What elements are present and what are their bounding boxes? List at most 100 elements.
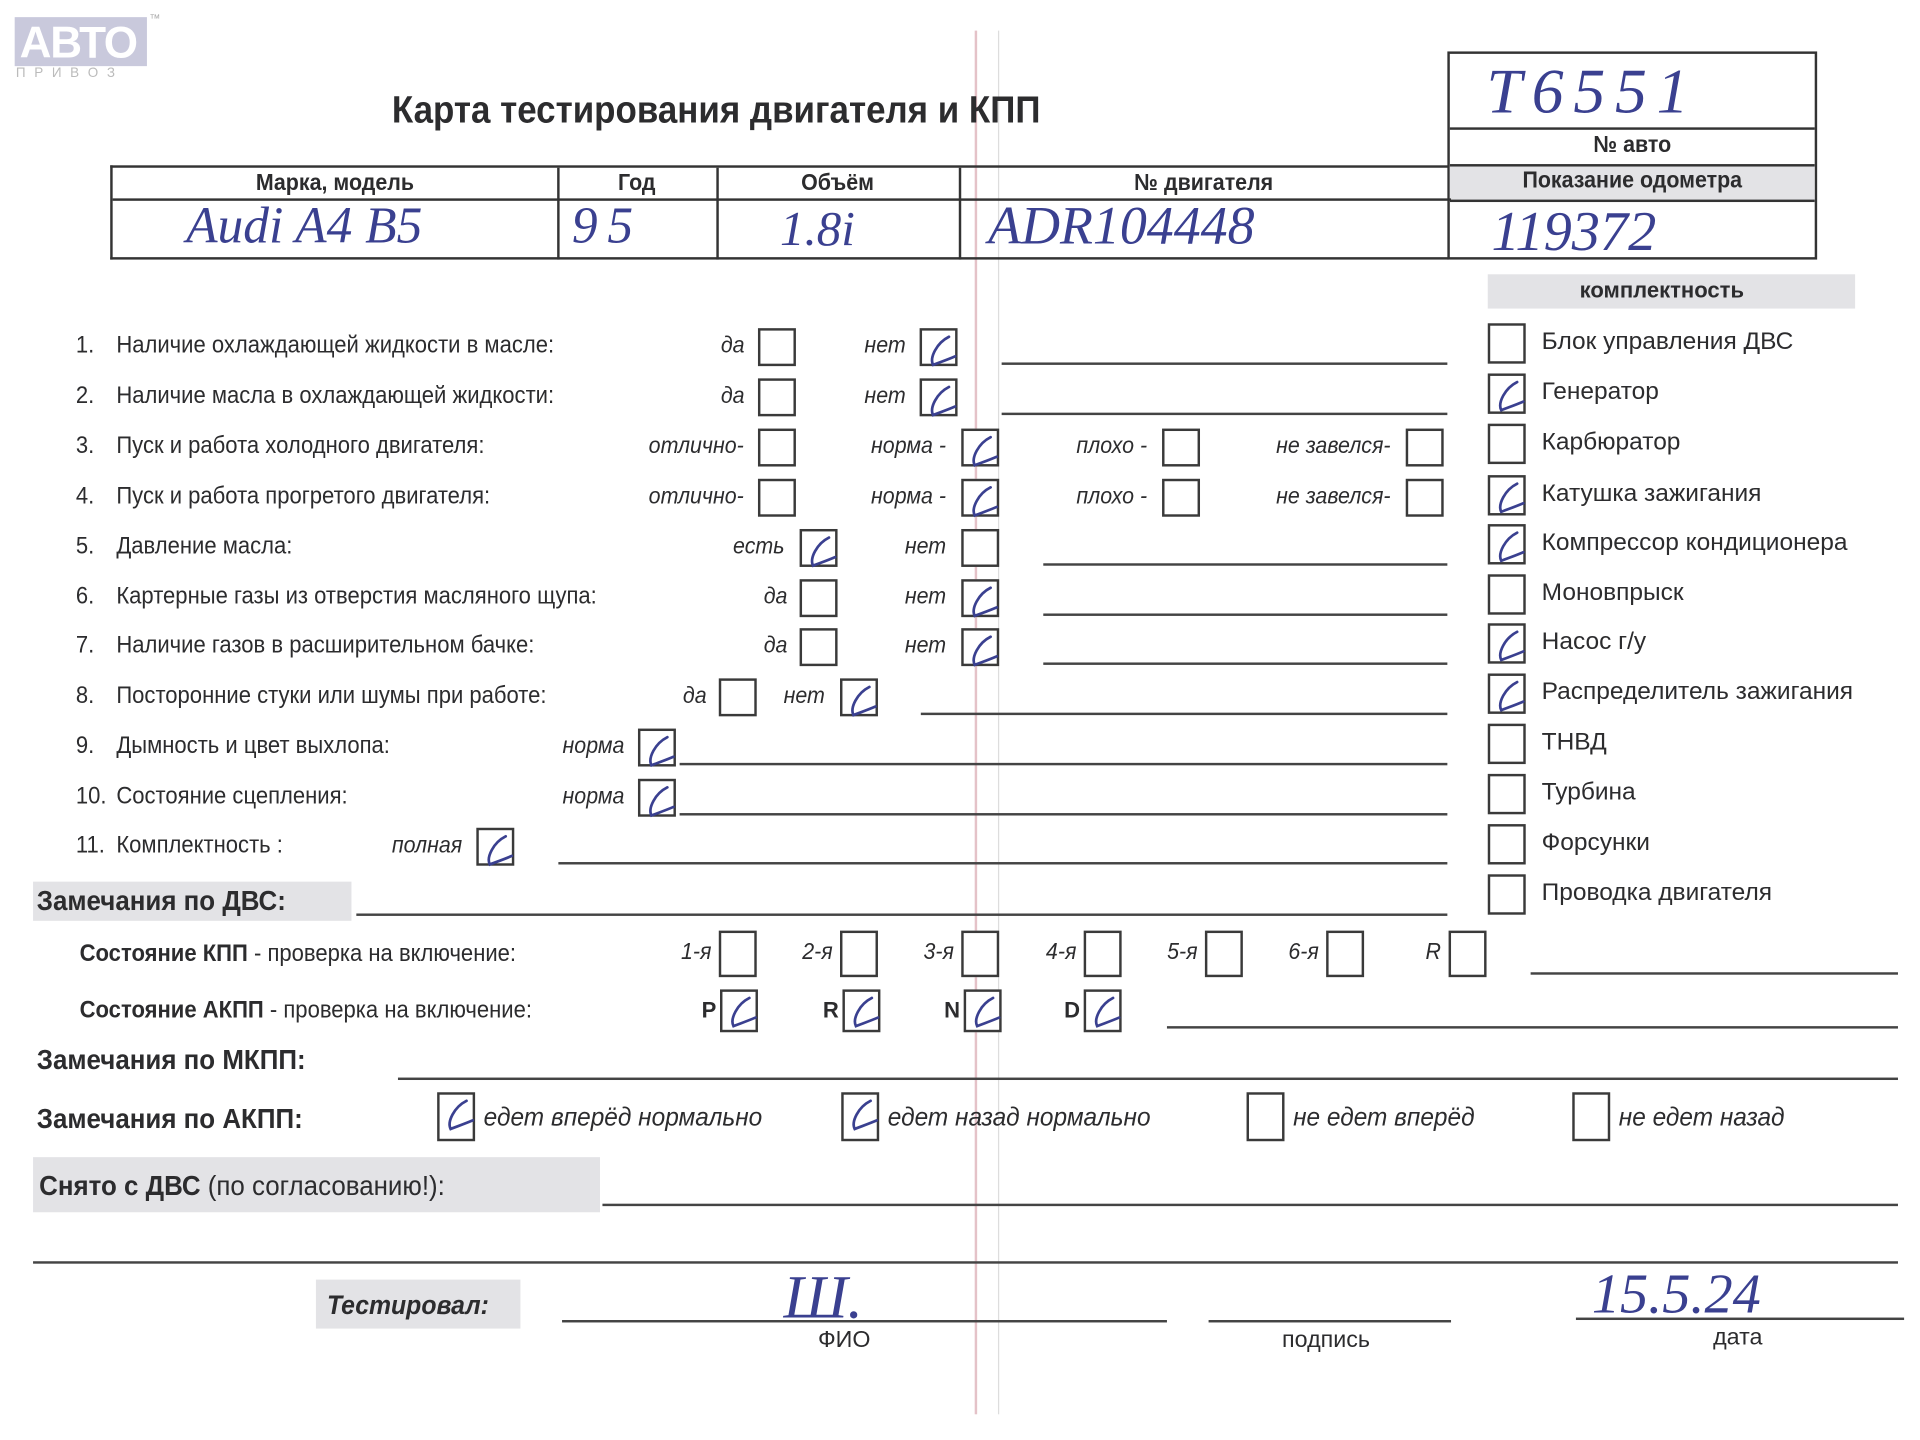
gear-label: 1-я [680, 939, 712, 965]
completeness-checkbox[interactable] [1487, 574, 1526, 615]
option-checkbox[interactable] [637, 728, 676, 768]
option-checkbox[interactable] [757, 428, 796, 467]
completeness-checkbox[interactable] [1487, 824, 1526, 865]
option-checkbox[interactable] [799, 579, 838, 618]
auto-remark-checkbox[interactable] [1572, 1092, 1611, 1142]
question-label: Наличие охлаждающей жидкости в масле: [116, 331, 555, 359]
option-checkbox[interactable] [919, 378, 958, 417]
question-label: Наличие газов в расширительном бачке: [116, 631, 535, 659]
option-checkbox[interactable] [919, 328, 958, 367]
question-label: Картерные газы из отверстия масляного щу… [116, 582, 597, 610]
gear-checkbox[interactable] [1448, 930, 1487, 978]
option-label: плохо - [1076, 433, 1148, 460]
auto-remark-checkbox[interactable] [841, 1092, 880, 1142]
logo: АВТО ™ [14, 12, 160, 67]
option-checkbox[interactable] [799, 628, 838, 667]
removed-label: Снято с ДВС (по согласованию!): [39, 1169, 445, 1202]
completeness-checkbox[interactable] [1487, 373, 1526, 414]
option-checkbox[interactable] [476, 827, 515, 867]
question-number: 11. [75, 831, 105, 859]
auto-remark-label: не едет назад [1618, 1103, 1785, 1132]
option-checkbox[interactable] [637, 778, 676, 818]
manual-remarks-line[interactable] [397, 1077, 1898, 1081]
option-label: нет [784, 683, 826, 709]
question-number: 3. [75, 432, 95, 460]
answer-line[interactable] [1043, 662, 1448, 665]
completeness-checkbox[interactable] [1487, 524, 1526, 565]
answer-line[interactable] [1001, 412, 1448, 416]
option-checkbox[interactable] [961, 428, 1000, 468]
completeness-item-label: Насос г/у [1541, 628, 1647, 656]
date-line[interactable] [1575, 1317, 1905, 1321]
position-checkbox[interactable] [1083, 989, 1122, 1033]
question-label: Состояние сцепления: [116, 782, 348, 810]
name-line[interactable] [562, 1320, 1167, 1323]
gear-checkbox[interactable] [961, 930, 1000, 978]
answer-line[interactable] [920, 712, 1448, 716]
question-label: Комплектность : [116, 831, 283, 859]
completeness-checkbox[interactable] [1487, 874, 1526, 915]
position-checkbox[interactable] [842, 989, 881, 1033]
completeness-item-label: Распределитель зажигания [1541, 678, 1854, 706]
manual-gearbox-notes-line[interactable] [1530, 972, 1898, 975]
name-caption: ФИО [817, 1327, 871, 1354]
option-label: нет [864, 383, 907, 409]
gear-checkbox[interactable] [1204, 930, 1243, 978]
auto-remark-label: не едет вперёд [1293, 1103, 1475, 1132]
option-label: норма [562, 733, 625, 760]
question-number: 8. [75, 682, 95, 709]
answer-line[interactable] [679, 762, 1448, 766]
option-checkbox[interactable] [961, 478, 1000, 518]
handwritten-check-icon [974, 996, 1001, 1028]
option-checkbox[interactable] [718, 678, 757, 717]
option-checkbox[interactable] [757, 478, 796, 517]
gear-checkbox[interactable] [1083, 930, 1122, 978]
auto-gearbox-notes-line[interactable] [1166, 1026, 1898, 1029]
handwritten-check-icon [810, 536, 837, 568]
signature-line[interactable] [1208, 1320, 1452, 1323]
completeness-checkbox[interactable] [1487, 323, 1526, 364]
auto-remark-checkbox[interactable] [1246, 1092, 1285, 1142]
answer-line[interactable] [1001, 362, 1448, 365]
option-checkbox[interactable] [961, 628, 1000, 667]
option-checkbox[interactable] [961, 528, 1000, 567]
auto-remark-checkbox[interactable] [437, 1092, 476, 1142]
completeness-checkbox[interactable] [1487, 623, 1526, 664]
option-checkbox[interactable] [1405, 428, 1444, 467]
extra-notes-line[interactable] [33, 1261, 1898, 1264]
gear-label: R [1425, 939, 1442, 965]
answer-line[interactable] [1043, 563, 1448, 566]
option-checkbox[interactable] [1162, 428, 1201, 467]
question-number: 6. [75, 582, 95, 610]
answer-line[interactable] [679, 813, 1448, 816]
tester-name-value: Ш. [783, 1262, 863, 1332]
engine-remarks-line[interactable] [356, 913, 1448, 916]
gear-checkbox[interactable] [718, 930, 757, 978]
option-label: нет [864, 333, 907, 359]
option-checkbox[interactable] [799, 528, 838, 568]
option-checkbox[interactable] [757, 378, 796, 417]
completeness-checkbox[interactable] [1487, 423, 1526, 465]
gear-checkbox[interactable] [840, 930, 878, 978]
header-year: Год [618, 170, 656, 196]
position-checkbox[interactable] [720, 989, 758, 1033]
option-label: есть [733, 533, 785, 560]
completeness-checkbox[interactable] [1487, 723, 1526, 765]
option-checkbox[interactable] [1405, 478, 1444, 517]
option-checkbox[interactable] [840, 678, 878, 717]
handwritten-check-icon [1499, 630, 1525, 662]
completeness-checkbox[interactable] [1487, 773, 1526, 815]
option-checkbox[interactable] [961, 579, 1000, 618]
option-checkbox[interactable] [1162, 478, 1201, 517]
handwritten-check-icon [649, 786, 675, 818]
answer-line[interactable] [558, 862, 1448, 865]
option-checkbox[interactable] [757, 328, 796, 367]
answer-line[interactable] [1043, 613, 1448, 616]
question-label: Пуск и работа холодного двигателя: [116, 432, 485, 460]
completeness-checkbox[interactable] [1487, 673, 1526, 714]
gear-checkbox[interactable] [1326, 930, 1365, 978]
removed-line[interactable] [602, 1203, 1898, 1207]
completeness-checkbox[interactable] [1487, 475, 1526, 516]
engine-remarks-label: Замечания по ДВС: [36, 884, 286, 916]
position-checkbox[interactable] [963, 989, 1002, 1033]
